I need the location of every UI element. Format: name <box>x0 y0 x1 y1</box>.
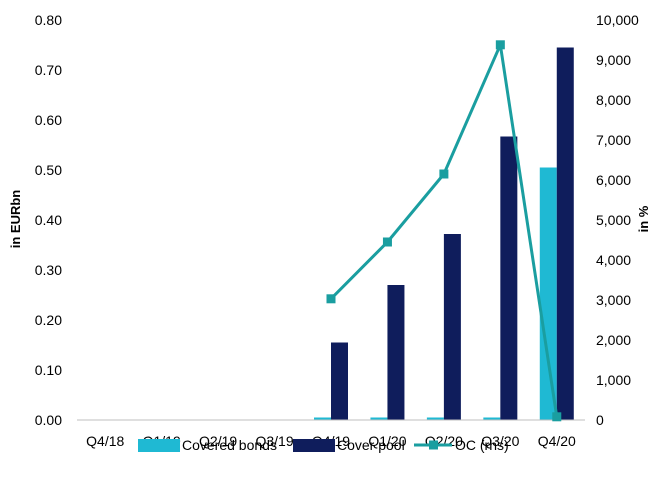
oc-line-marker <box>552 412 562 422</box>
y-axis-ticks: 0.00 0.10 0.20 0.30 0.40 0.50 0.60 0.70 0.80 <box>35 12 62 428</box>
covered-bonds-bar <box>483 417 501 420</box>
y2-tick-label: 0 <box>596 412 604 428</box>
y2-tick-label: 8,000 <box>596 92 631 108</box>
oc-line-marker <box>439 169 449 179</box>
covered-bonds-bar <box>314 417 331 420</box>
y2-tick-label: 5,000 <box>596 212 631 228</box>
cover-pool-bar <box>443 234 461 420</box>
y2-axis-ticks: 0 1,000 2,000 3,000 4,000 5,000 6,000 7,000 8,00… <box>596 12 639 428</box>
y2-tick-label: 6,000 <box>596 172 631 188</box>
oc-line-marker <box>326 294 336 304</box>
oc-line-marker <box>382 237 392 247</box>
y-tick-label: 0.10 <box>35 362 62 378</box>
cover-pool-bar <box>331 342 348 420</box>
y2-tick-label: 1,000 <box>596 372 631 388</box>
y-tick-label: 0.30 <box>35 262 62 278</box>
x-tick-label: Q4/18 <box>86 433 124 449</box>
x-tick-label: Q3/19 <box>255 433 293 449</box>
x-tick-label: Q1/20 <box>368 433 406 449</box>
y2-axis-title: in % <box>636 205 651 232</box>
x-tick-label: Q2/19 <box>199 433 237 449</box>
cover-pool-bar <box>556 47 574 420</box>
covered-bonds-bar <box>539 167 557 420</box>
covered-bonds-bar <box>426 417 444 420</box>
y-tick-label: 0.20 <box>35 312 62 328</box>
oc-line-series <box>326 40 562 422</box>
legend-swatch <box>138 439 180 452</box>
y-axis-title: in EURbn <box>8 190 23 249</box>
y2-tick-label: 7,000 <box>596 132 631 148</box>
legend: Covered bonds Cover pool OC (rhs) <box>138 437 509 453</box>
y-tick-label: 0.50 <box>35 162 62 178</box>
y2-tick-label: 3,000 <box>596 292 631 308</box>
bars <box>314 47 574 420</box>
y-tick-label: 0.00 <box>35 412 62 428</box>
y2-tick-label: 4,000 <box>596 252 631 268</box>
legend-swatch-marker <box>429 440 438 450</box>
y-tick-label: 0.70 <box>35 62 62 78</box>
cover-pool-bar <box>500 136 518 420</box>
y-tick-label: 0.80 <box>35 12 62 28</box>
y-tick-label: 0.60 <box>35 112 62 128</box>
y2-tick-label: 9,000 <box>596 52 631 68</box>
legend-label: Covered bonds <box>182 437 277 453</box>
y2-tick-label: 10,000 <box>596 12 639 28</box>
legend-label: OC (rhs) <box>455 437 509 453</box>
legend-label: Cover pool <box>337 437 405 453</box>
oc-line-marker <box>495 40 505 50</box>
y-tick-label: 0.40 <box>35 212 62 228</box>
legend-swatch <box>293 439 335 452</box>
y2-tick-label: 2,000 <box>596 332 631 348</box>
covered-bonds-bar <box>370 417 388 420</box>
x-tick-label: Q3/20 <box>481 433 519 449</box>
cover-pool-bar <box>387 285 405 420</box>
x-tick-label: Q4/20 <box>538 433 576 449</box>
